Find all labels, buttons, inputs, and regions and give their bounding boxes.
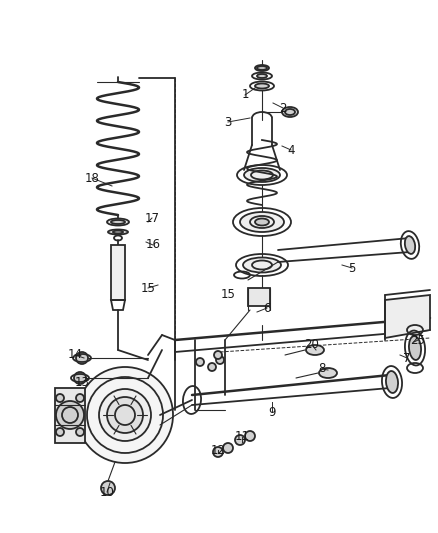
Ellipse shape xyxy=(244,168,280,182)
Ellipse shape xyxy=(108,230,128,235)
Circle shape xyxy=(216,356,224,364)
Text: 8: 8 xyxy=(318,362,326,376)
Text: 2: 2 xyxy=(279,101,287,115)
Text: 11: 11 xyxy=(234,431,250,443)
Text: 7: 7 xyxy=(403,351,411,365)
Ellipse shape xyxy=(282,107,298,117)
Circle shape xyxy=(101,481,115,495)
Circle shape xyxy=(99,389,151,441)
Text: 16: 16 xyxy=(145,238,160,252)
Ellipse shape xyxy=(409,336,421,360)
Text: 15: 15 xyxy=(141,281,155,295)
Circle shape xyxy=(223,443,233,453)
Circle shape xyxy=(208,363,216,371)
Text: 17: 17 xyxy=(145,212,159,224)
Circle shape xyxy=(76,352,88,364)
Text: 18: 18 xyxy=(85,172,99,184)
Text: 10: 10 xyxy=(99,486,114,498)
Ellipse shape xyxy=(243,257,281,272)
Ellipse shape xyxy=(255,219,269,225)
Ellipse shape xyxy=(306,345,324,355)
Circle shape xyxy=(245,431,255,441)
Circle shape xyxy=(213,447,223,457)
Ellipse shape xyxy=(405,236,415,254)
Circle shape xyxy=(235,435,245,445)
Circle shape xyxy=(76,428,84,436)
Text: 6: 6 xyxy=(263,302,271,314)
Bar xyxy=(248,288,270,306)
Text: 14: 14 xyxy=(67,349,82,361)
Polygon shape xyxy=(385,295,430,338)
Text: 9: 9 xyxy=(268,406,276,418)
Text: 3: 3 xyxy=(224,116,232,128)
Text: 12: 12 xyxy=(211,443,226,456)
Circle shape xyxy=(56,401,84,429)
Circle shape xyxy=(56,394,64,402)
Ellipse shape xyxy=(257,66,267,70)
Ellipse shape xyxy=(257,74,267,78)
Text: 20: 20 xyxy=(304,338,319,351)
Ellipse shape xyxy=(255,84,269,88)
Text: 13: 13 xyxy=(74,376,89,390)
Bar xyxy=(111,245,125,300)
Polygon shape xyxy=(55,388,85,443)
Ellipse shape xyxy=(240,212,284,232)
Circle shape xyxy=(56,428,64,436)
Ellipse shape xyxy=(386,371,398,393)
Circle shape xyxy=(76,394,84,402)
Text: 1: 1 xyxy=(241,88,249,101)
Text: 15: 15 xyxy=(221,288,236,302)
Ellipse shape xyxy=(255,65,269,71)
Circle shape xyxy=(107,397,143,433)
Text: 4: 4 xyxy=(287,143,295,157)
Ellipse shape xyxy=(107,219,129,225)
Circle shape xyxy=(214,351,222,359)
Ellipse shape xyxy=(111,220,125,224)
Ellipse shape xyxy=(319,368,337,378)
Circle shape xyxy=(74,372,86,384)
Circle shape xyxy=(196,358,204,366)
Text: 5: 5 xyxy=(348,262,356,274)
Circle shape xyxy=(77,367,173,463)
Ellipse shape xyxy=(113,230,123,233)
Text: 25: 25 xyxy=(410,334,425,346)
